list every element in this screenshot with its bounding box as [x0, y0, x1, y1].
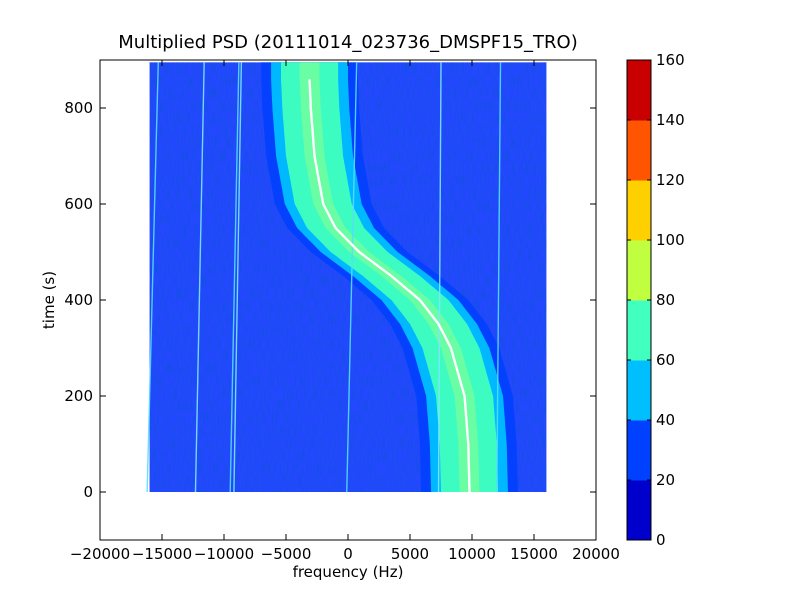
spurious-line — [146, 62, 159, 493]
colorbar-tick-label: 100 — [656, 231, 685, 249]
x-tick-label: −10000 — [194, 545, 254, 563]
colorbar-tick-label: 60 — [656, 351, 675, 369]
colorbar-segment — [627, 120, 651, 181]
y-axis-label: time (s) — [40, 271, 58, 329]
spurious-line — [233, 62, 243, 493]
colorbar: 0 20 40 60 80 100 120 140 160 — [626, 51, 685, 549]
colorbar-segment — [627, 60, 651, 121]
x-tick-label: 15000 — [510, 545, 558, 563]
signal-trace-line — [308, 79, 471, 492]
colorbar-segment — [627, 300, 651, 361]
plot-area — [100, 60, 596, 540]
x-tick-label: 0 — [343, 545, 353, 563]
colorbar-tick-label: 120 — [656, 171, 685, 189]
y-tick-label: 800 — [64, 99, 93, 117]
colorbar-segment — [627, 480, 651, 541]
colorbar-tick-label: 140 — [656, 111, 685, 129]
colorbar-segment — [627, 240, 651, 301]
spurious-line — [346, 62, 358, 493]
chart-title: Multiplied PSD (20111014_023736_DMSPF15_… — [118, 32, 577, 53]
y-tick-label: 400 — [64, 291, 93, 309]
colorbar-tick-label: 20 — [656, 471, 675, 489]
y-tick-label: 0 — [83, 483, 93, 501]
colorbar-segment — [627, 360, 651, 421]
psd-heatmap — [146, 62, 547, 493]
x-axis: −20000 −15000 −10000 −5000 0 5000 10000 15000 20… — [70, 60, 620, 563]
x-axis-label: frequency (Hz) — [293, 563, 404, 581]
x-tick-label: −15000 — [132, 545, 192, 563]
colorbar-tick-label: 80 — [656, 291, 675, 309]
spurious-line — [194, 62, 205, 493]
signal-band-core — [299, 62, 480, 493]
colorbar-segment — [627, 420, 651, 481]
y-axis: 0 200 400 600 800 — [64, 99, 596, 501]
x-tick-label: 5000 — [391, 545, 429, 563]
x-tick-label: −20000 — [70, 545, 130, 563]
x-tick-label: −5000 — [261, 545, 312, 563]
y-tick-label: 600 — [64, 195, 93, 213]
spurious-line — [229, 62, 240, 493]
spurious-line — [496, 62, 502, 493]
y-tick-label: 200 — [64, 387, 93, 405]
x-tick-label: 10000 — [448, 545, 496, 563]
signal-band-inner — [281, 62, 498, 493]
spurious-line — [437, 62, 442, 493]
colorbar-segment — [627, 180, 651, 241]
colorbar-tick-label: 0 — [656, 531, 666, 549]
colorbar-tick-label: 160 — [656, 51, 685, 69]
x-tick-label: 20000 — [572, 545, 620, 563]
colorbar-tick-label: 40 — [656, 411, 675, 429]
